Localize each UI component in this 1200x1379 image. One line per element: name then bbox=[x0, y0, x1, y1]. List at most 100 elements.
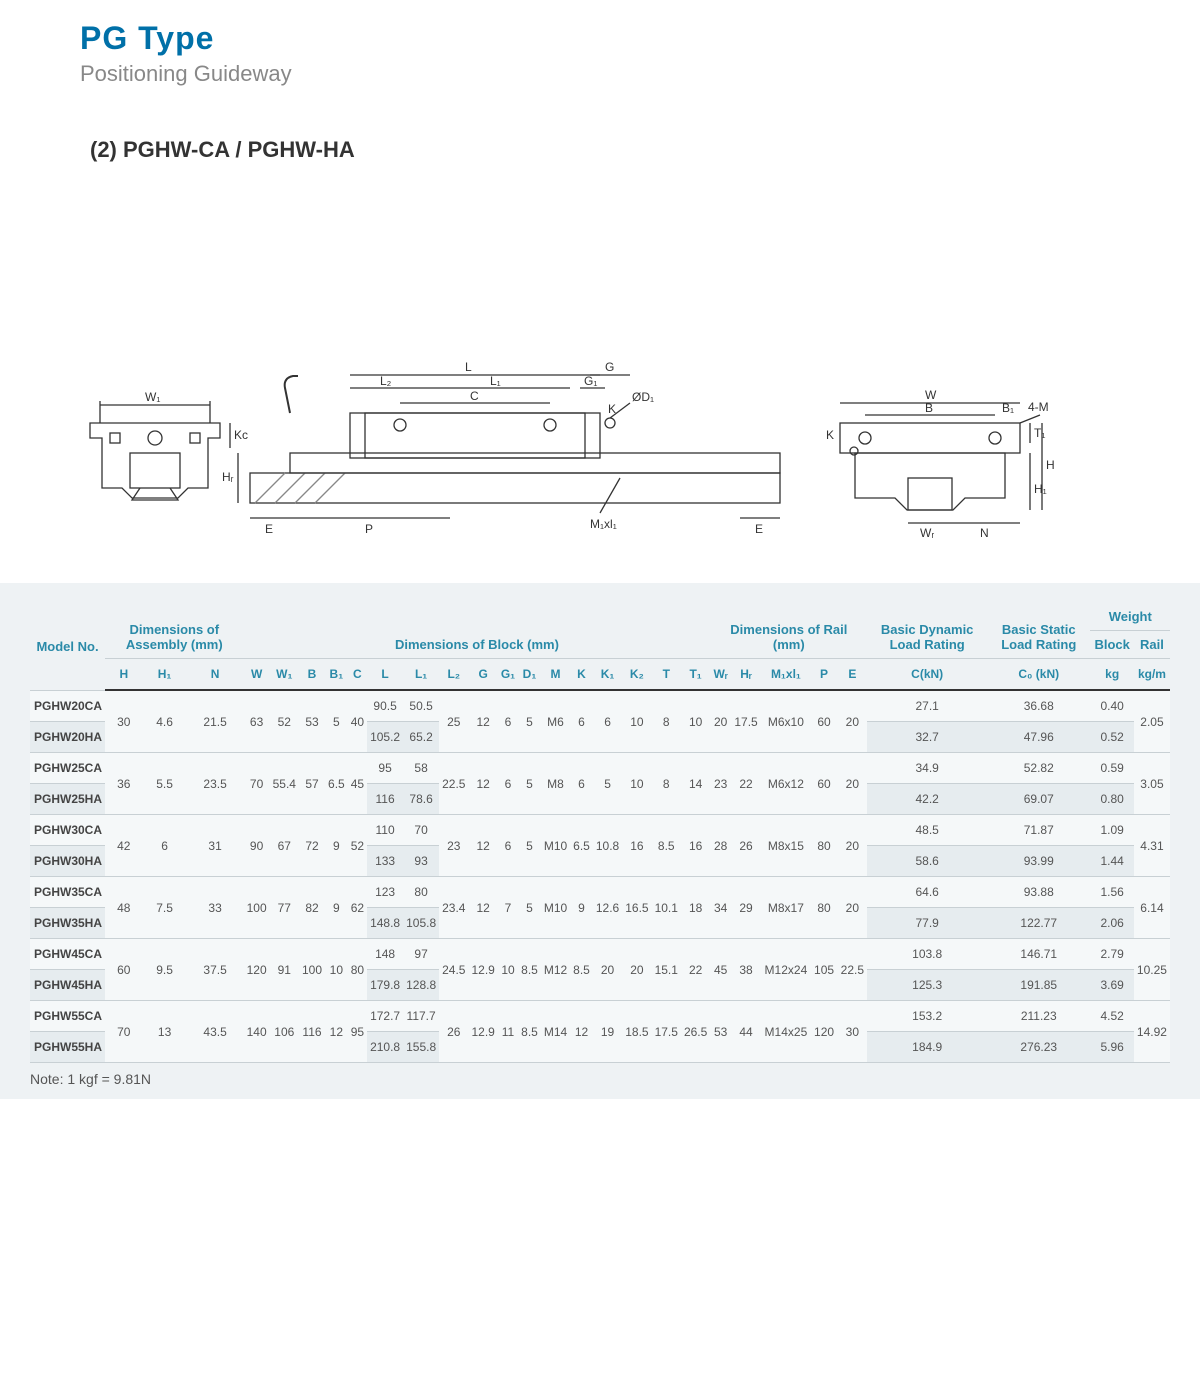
cell: 6 bbox=[498, 690, 518, 753]
col-header: N bbox=[187, 659, 244, 691]
table-note: Note: 1 kgf = 9.81N bbox=[30, 1063, 1170, 1087]
page-header: PG Type Positioning Guideway bbox=[0, 0, 1200, 97]
cell: 65.2 bbox=[403, 722, 439, 753]
cell: 93 bbox=[403, 846, 439, 877]
dim-k2: K bbox=[826, 428, 834, 442]
col-header: M₁xl₁ bbox=[761, 659, 811, 691]
cell: 95 bbox=[367, 753, 403, 784]
cell: 20 bbox=[837, 815, 867, 877]
cell: 12 bbox=[468, 877, 497, 939]
cell: 60 bbox=[811, 690, 838, 753]
cell: 90 bbox=[244, 815, 270, 877]
col-group: Weight bbox=[1090, 603, 1170, 631]
cell: 80 bbox=[348, 939, 367, 1001]
cell: 9 bbox=[325, 877, 348, 939]
col-header: L bbox=[367, 659, 403, 691]
cell: 40 bbox=[348, 690, 367, 753]
col-header: P bbox=[811, 659, 838, 691]
col-header: Hᵣ bbox=[731, 659, 761, 691]
col-header: C₀ (kN) bbox=[987, 659, 1090, 691]
cell: 10 bbox=[498, 939, 518, 1001]
cell: M8x17 bbox=[761, 877, 811, 939]
cell: 93.99 bbox=[987, 846, 1090, 877]
cell: 18.5 bbox=[622, 1001, 651, 1063]
cell: 33 bbox=[187, 877, 244, 939]
cell: 6.5 bbox=[325, 753, 348, 815]
cell: 20 bbox=[837, 753, 867, 815]
col-group: Dimensions of Rail (mm) bbox=[710, 603, 867, 659]
cell: 155.8 bbox=[403, 1032, 439, 1063]
cell: 15.1 bbox=[652, 939, 681, 1001]
cell: 58 bbox=[403, 753, 439, 784]
col-header: T₁ bbox=[681, 659, 710, 691]
table-head: Model No.Dimensions of Assembly (mm)Dime… bbox=[30, 603, 1170, 690]
cell-model: PGHW20HA bbox=[30, 722, 105, 753]
cell: 16 bbox=[681, 815, 710, 877]
cell: 10.25 bbox=[1134, 939, 1170, 1001]
table-row: PGHW45CA609.537.51209110010801489724.512… bbox=[30, 939, 1170, 970]
cell: 153.2 bbox=[867, 1001, 987, 1032]
col-header: H₁ bbox=[143, 659, 187, 691]
col-header: M bbox=[541, 659, 570, 691]
cell: 38 bbox=[731, 939, 761, 1001]
cell: 90.5 bbox=[367, 690, 403, 722]
cell: 21.5 bbox=[187, 690, 244, 753]
cell: 20 bbox=[710, 690, 731, 753]
cell: 12.9 bbox=[468, 939, 497, 1001]
dim-e1: E bbox=[265, 522, 273, 536]
cell: 6 bbox=[570, 690, 593, 753]
dim-od1: ØD₁ bbox=[632, 390, 654, 404]
cell-model: PGHW25CA bbox=[30, 753, 105, 784]
cell: M8x15 bbox=[761, 815, 811, 877]
dim-hr: Hᵣ bbox=[222, 470, 234, 484]
cell: 8.5 bbox=[570, 939, 593, 1001]
cell: 9 bbox=[325, 815, 348, 877]
cell: 69.07 bbox=[987, 784, 1090, 815]
cell: 52 bbox=[270, 690, 299, 753]
cell: 0.80 bbox=[1090, 784, 1133, 815]
cell: 179.8 bbox=[367, 970, 403, 1001]
col-weight-sub: Block bbox=[1090, 631, 1133, 659]
cell: 23.5 bbox=[187, 753, 244, 815]
cell: 105 bbox=[811, 939, 838, 1001]
col-header: kg/m bbox=[1134, 659, 1170, 691]
cell: 22.5 bbox=[439, 753, 468, 815]
cell: 184.9 bbox=[867, 1032, 987, 1063]
section-title: (2) PGHW-CA / PGHW-HA bbox=[90, 137, 1200, 163]
cell: 60 bbox=[811, 753, 838, 815]
col-group: Basic Dynamic Load Rating bbox=[867, 603, 987, 659]
cell: 13 bbox=[143, 1001, 187, 1063]
cell: 77 bbox=[270, 877, 299, 939]
cell: 31 bbox=[187, 815, 244, 877]
cell: 110 bbox=[367, 815, 403, 846]
cell: 17.5 bbox=[731, 690, 761, 753]
cell: 191.85 bbox=[987, 970, 1090, 1001]
cell: 4.52 bbox=[1090, 1001, 1133, 1032]
cell: 47.96 bbox=[987, 722, 1090, 753]
cell: 50.5 bbox=[403, 690, 439, 722]
cell: 22.5 bbox=[837, 939, 867, 1001]
cell: 10.8 bbox=[593, 815, 622, 877]
cell: 52.82 bbox=[987, 753, 1090, 784]
cell: 20 bbox=[837, 877, 867, 939]
cell: 20 bbox=[593, 939, 622, 1001]
col-header: B₁ bbox=[325, 659, 348, 691]
spec-table: Model No.Dimensions of Assembly (mm)Dime… bbox=[30, 603, 1170, 1063]
cell: 2.79 bbox=[1090, 939, 1133, 970]
cell: 3.69 bbox=[1090, 970, 1133, 1001]
cell-model: PGHW35HA bbox=[30, 908, 105, 939]
dim-l2: L₂ bbox=[380, 374, 392, 388]
dim-m1xl1: M₁xl₁ bbox=[590, 517, 617, 531]
cell: 0.52 bbox=[1090, 722, 1133, 753]
cell: 116 bbox=[367, 784, 403, 815]
cell: M14 bbox=[541, 1001, 570, 1063]
cell: 6 bbox=[570, 753, 593, 815]
cell: 27.1 bbox=[867, 690, 987, 722]
cell: 95 bbox=[348, 1001, 367, 1063]
cell: 5 bbox=[518, 753, 541, 815]
cell: 8.5 bbox=[652, 815, 681, 877]
dim-h: H bbox=[1046, 458, 1055, 472]
dim-h1: H₁ bbox=[1034, 482, 1047, 496]
col-group: Basic Static Load Rating bbox=[987, 603, 1090, 659]
cell: 97 bbox=[403, 939, 439, 970]
